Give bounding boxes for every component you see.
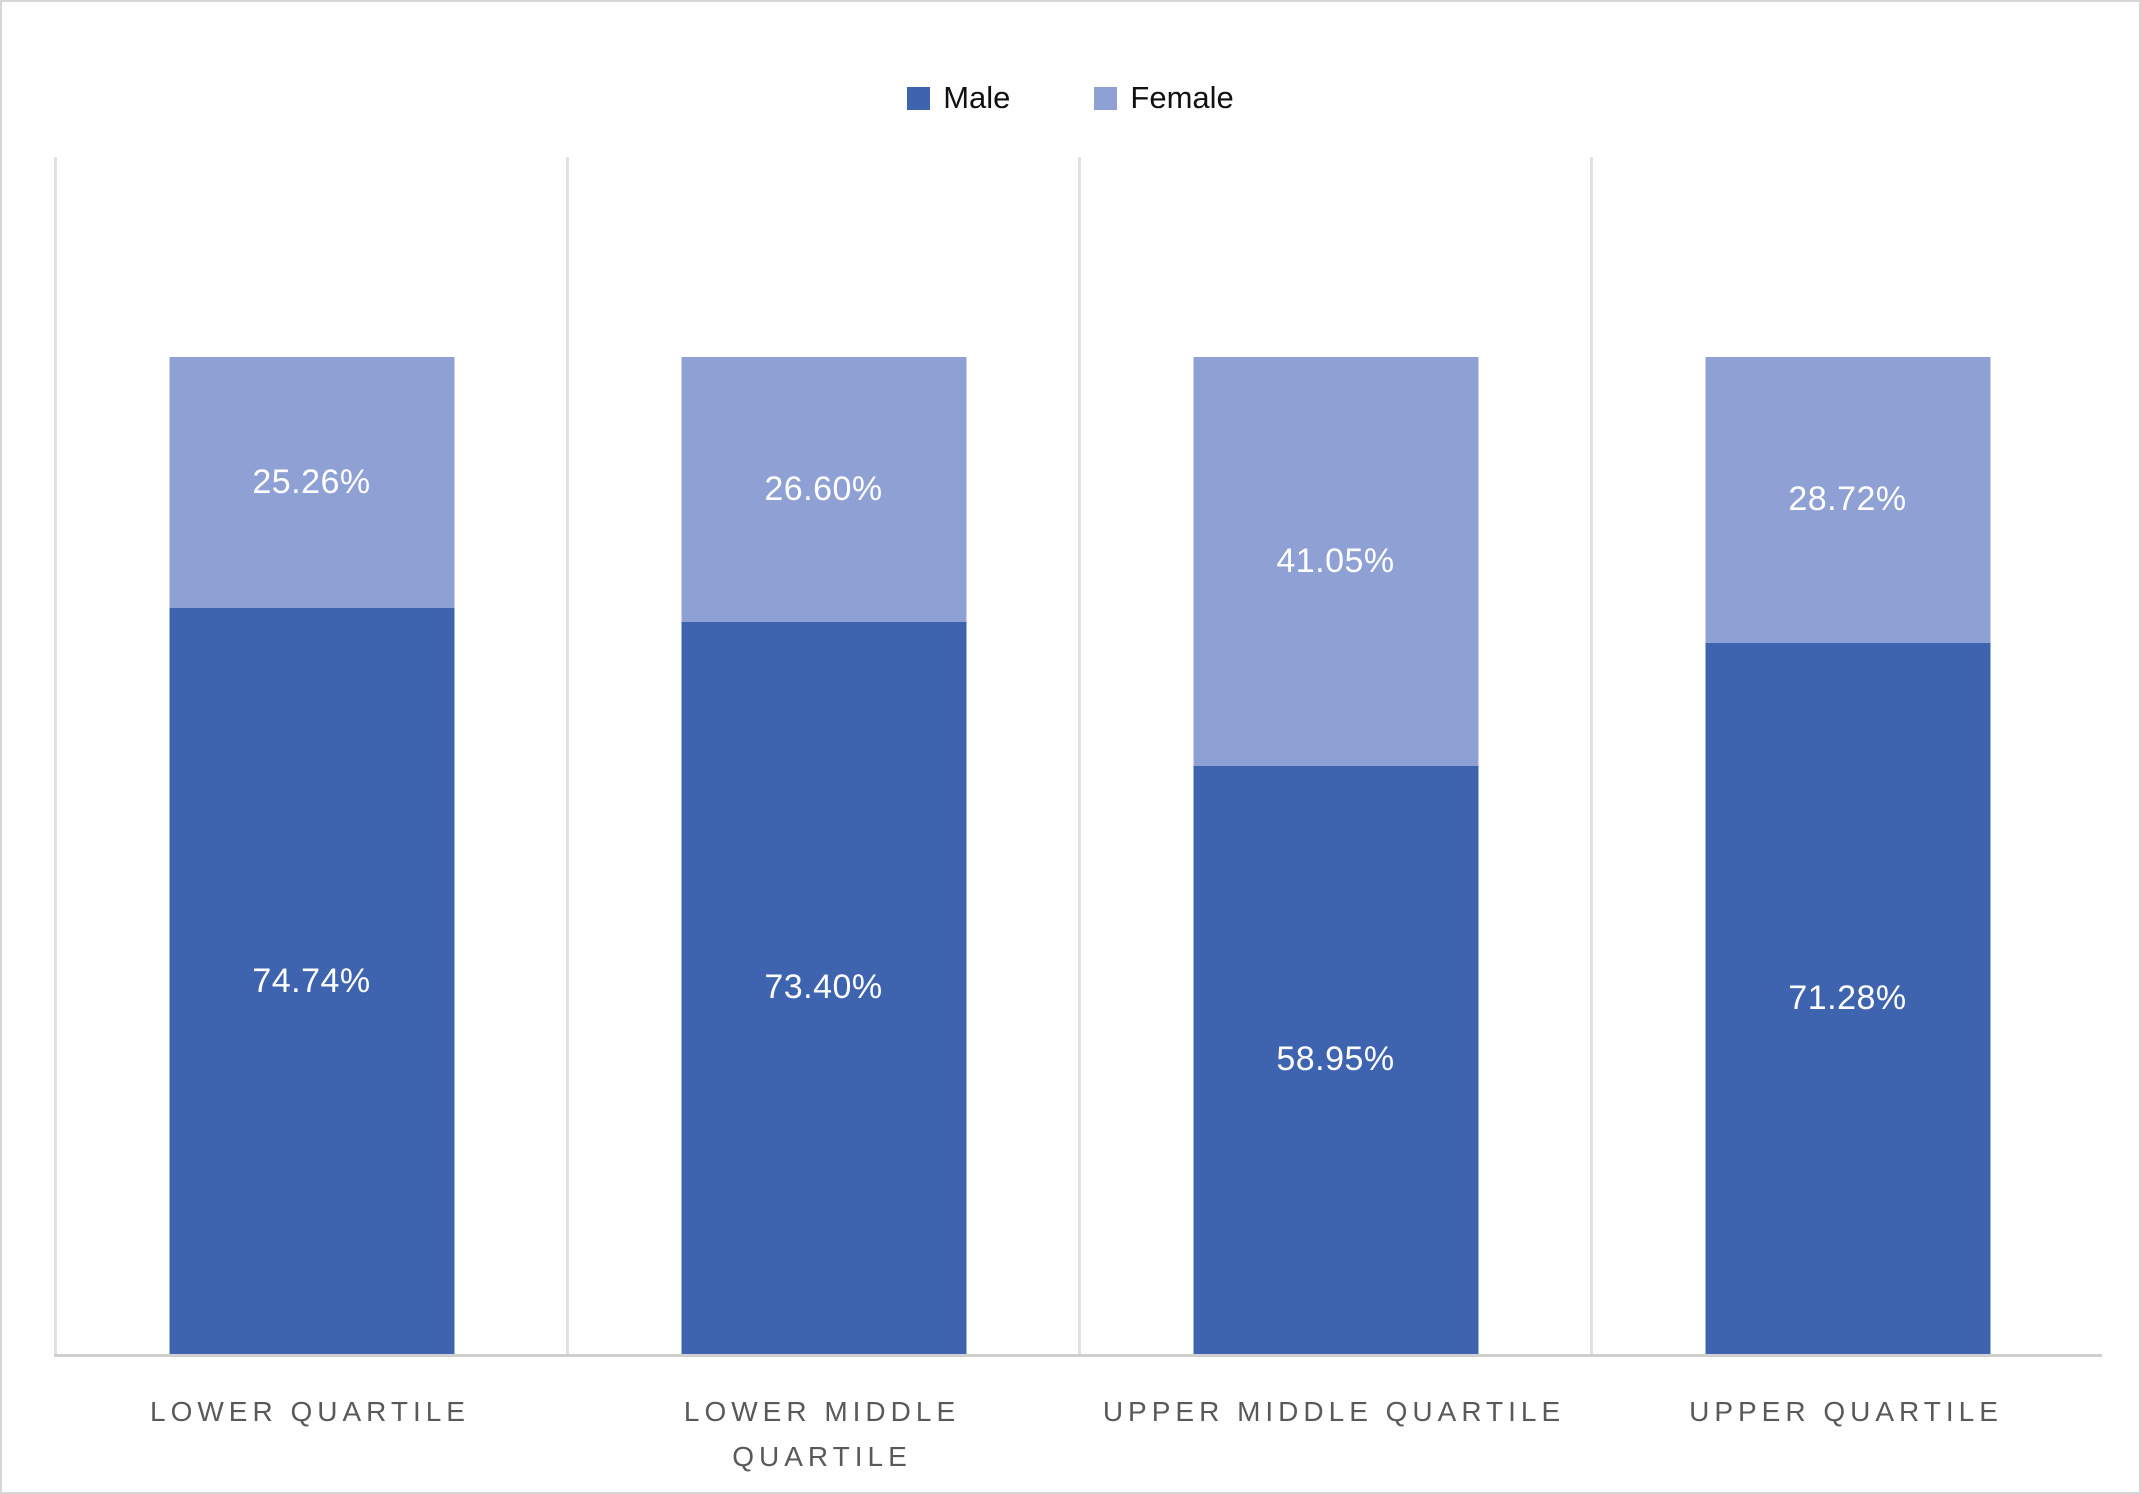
- bar-segment-female: 28.72%: [1705, 356, 1990, 643]
- data-label: 25.26%: [252, 462, 371, 501]
- legend-label: Female: [1130, 80, 1234, 115]
- data-label: 58.95%: [1276, 1040, 1395, 1079]
- bar-segment-male: 73.40%: [681, 621, 966, 1354]
- data-label: 74.74%: [252, 961, 371, 1000]
- data-label: 73.40%: [764, 968, 883, 1007]
- category-zone: 25.26% 74.74%: [54, 157, 566, 1354]
- category-label: LOWER MIDDLE QUARTILE: [683, 1396, 961, 1472]
- category-zone: 26.60% 73.40%: [566, 157, 1078, 1354]
- data-label: 71.28%: [1788, 978, 1907, 1017]
- category-label: LOWER QUARTILE: [150, 1396, 470, 1427]
- category-label: UPPER QUARTILE: [1689, 1396, 2003, 1427]
- category-label: UPPER MIDDLE QUARTILE: [1102, 1396, 1566, 1427]
- data-label: 26.60%: [764, 469, 883, 508]
- category-zone: 41.05% 58.95%: [1078, 157, 1590, 1354]
- bar-segment-male: 71.28%: [1705, 642, 1990, 1354]
- stacked-bar: 41.05% 58.95%: [1193, 356, 1478, 1354]
- data-label: 28.72%: [1788, 480, 1907, 519]
- bar-segment-female: 25.26%: [169, 356, 454, 609]
- legend-item-female: Female: [1094, 80, 1234, 116]
- stacked-bar: 25.26% 74.74%: [169, 356, 454, 1354]
- legend: Male Female: [2, 80, 2139, 116]
- bar-segment-male: 58.95%: [1193, 765, 1478, 1354]
- category-zone: 28.72% 71.28%: [1590, 157, 2102, 1354]
- bar-segment-female: 41.05%: [1193, 356, 1478, 766]
- category-axis-labels: LOWER QUARTILE LOWER MIDDLE QUARTILE UPPER…: [54, 1390, 2102, 1480]
- plot-area: 25.26% 74.74% 26.60% 73.40% 41.05% 58.95% 28.7…: [54, 157, 2102, 1357]
- stacked-bar: 26.60% 73.40%: [681, 356, 966, 1354]
- bar-segment-female: 26.60%: [681, 356, 966, 622]
- legend-swatch-icon: [907, 86, 931, 110]
- legend-swatch-icon: [1094, 86, 1118, 110]
- legend-label: Male: [943, 80, 1011, 115]
- legend-item-male: Male: [907, 80, 1010, 116]
- data-label: 41.05%: [1276, 541, 1395, 580]
- bar-segment-male: 74.74%: [169, 608, 454, 1354]
- stacked-bar: 28.72% 71.28%: [1705, 356, 1990, 1354]
